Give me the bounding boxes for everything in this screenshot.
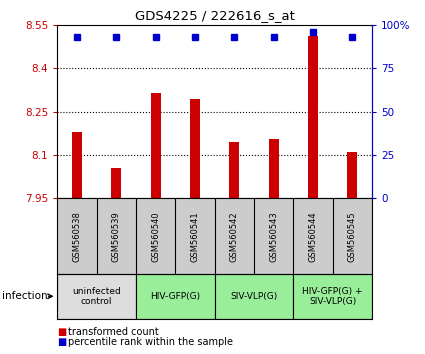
Text: percentile rank within the sample: percentile rank within the sample	[68, 337, 233, 347]
Text: GSM560543: GSM560543	[269, 211, 278, 262]
Bar	[136, 274, 215, 319]
Text: HIV-GFP(G): HIV-GFP(G)	[150, 292, 200, 301]
Text: SIV-VLP(G): SIV-VLP(G)	[230, 292, 278, 301]
Bar	[293, 274, 372, 319]
Text: ■: ■	[57, 337, 67, 347]
Text: HIV-GFP(G) +
SIV-VLP(G): HIV-GFP(G) + SIV-VLP(G)	[302, 287, 363, 306]
Bar	[190, 98, 200, 198]
Bar	[269, 139, 278, 198]
Bar	[57, 274, 136, 319]
Text: infection: infection	[2, 291, 48, 301]
Bar	[215, 274, 293, 319]
Bar	[308, 36, 318, 198]
Text: GSM560538: GSM560538	[73, 211, 82, 262]
Text: transformed count: transformed count	[68, 327, 159, 337]
Bar	[72, 132, 82, 198]
Text: GSM560545: GSM560545	[348, 211, 357, 262]
Text: uninfected
control: uninfected control	[72, 287, 121, 306]
Title: GDS4225 / 222616_s_at: GDS4225 / 222616_s_at	[135, 9, 295, 22]
Text: GSM560539: GSM560539	[112, 211, 121, 262]
Text: ■: ■	[57, 327, 67, 337]
Bar	[151, 93, 161, 198]
Text: GSM560541: GSM560541	[190, 211, 199, 262]
Text: GSM560542: GSM560542	[230, 211, 239, 262]
Bar	[347, 152, 357, 198]
Bar	[111, 168, 121, 198]
Bar	[230, 142, 239, 198]
Text: GSM560540: GSM560540	[151, 211, 160, 262]
Text: GSM560544: GSM560544	[309, 211, 317, 262]
